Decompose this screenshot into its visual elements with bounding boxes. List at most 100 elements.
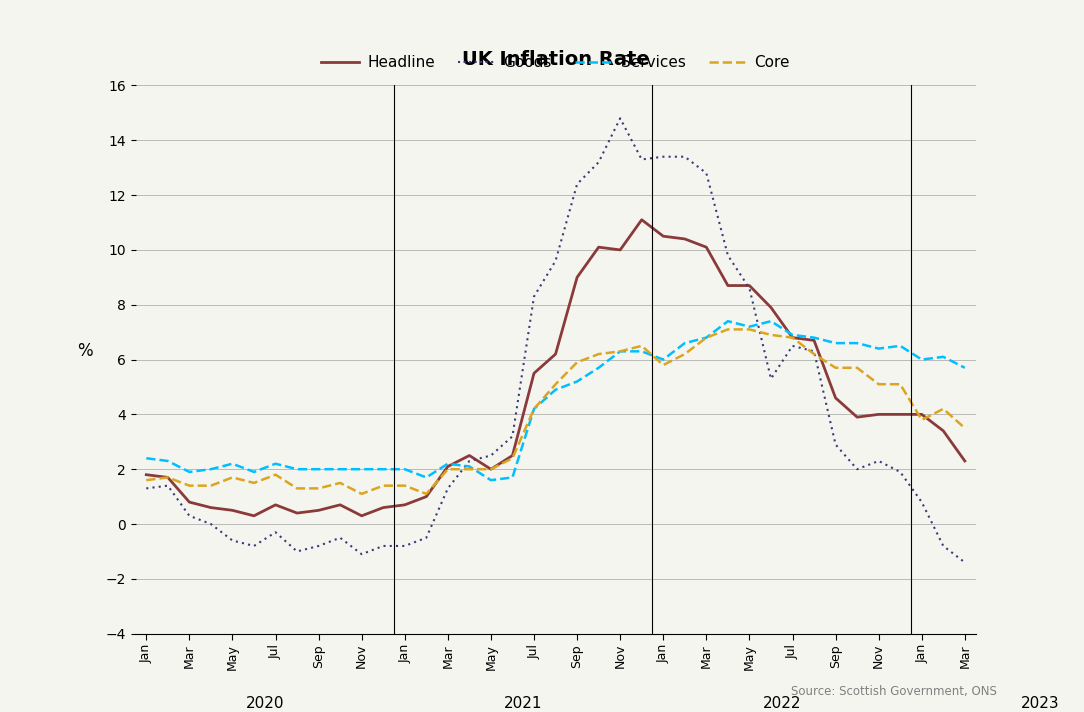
Headline	[743, 281, 756, 290]
Goods	[893, 468, 906, 476]
Services	[162, 456, 175, 465]
Headline	[786, 333, 799, 342]
Goods	[162, 481, 175, 490]
Services	[808, 333, 821, 342]
Line: Core: Core	[146, 330, 965, 494]
Goods	[247, 542, 260, 550]
Core	[506, 454, 519, 463]
Headline	[958, 456, 971, 465]
Core	[873, 380, 886, 389]
Goods	[205, 520, 218, 528]
Headline	[225, 506, 238, 515]
Line: Headline: Headline	[146, 220, 965, 515]
Headline	[205, 503, 218, 512]
Goods	[679, 152, 692, 161]
Core	[829, 364, 842, 372]
Goods	[635, 155, 648, 164]
Headline	[506, 451, 519, 460]
Headline	[873, 410, 886, 419]
Services	[140, 454, 153, 463]
Services	[915, 355, 928, 364]
Headline	[420, 493, 433, 501]
Core	[721, 325, 734, 334]
Services	[873, 345, 886, 353]
Text: 2020: 2020	[245, 696, 284, 711]
Services	[334, 465, 347, 473]
Headline	[356, 511, 369, 520]
Services	[786, 330, 799, 339]
Services	[312, 465, 325, 473]
Headline	[764, 303, 777, 312]
Y-axis label: %: %	[77, 342, 92, 360]
Services	[356, 465, 369, 473]
Headline	[915, 410, 928, 419]
Core	[700, 333, 713, 342]
Goods	[225, 536, 238, 545]
Services	[657, 355, 670, 364]
Core	[614, 347, 627, 355]
Text: 2022: 2022	[762, 696, 801, 711]
Headline	[140, 471, 153, 479]
Services	[679, 339, 692, 347]
Goods	[721, 251, 734, 260]
Goods	[851, 465, 864, 473]
Services	[420, 473, 433, 482]
Core	[657, 361, 670, 370]
Headline	[247, 511, 260, 520]
Services	[183, 468, 196, 476]
Core	[356, 490, 369, 498]
Headline	[937, 426, 950, 435]
Core	[764, 330, 777, 339]
Services	[441, 459, 454, 468]
Goods	[614, 114, 627, 122]
Goods	[463, 456, 476, 465]
Goods	[377, 542, 390, 550]
Headline	[700, 243, 713, 251]
Core	[291, 484, 304, 493]
Core	[334, 478, 347, 487]
Core	[786, 333, 799, 342]
Core	[420, 490, 433, 498]
Services	[485, 476, 498, 484]
Core	[269, 471, 282, 479]
Goods	[312, 542, 325, 550]
Goods	[764, 375, 777, 383]
Core	[463, 465, 476, 473]
Core	[743, 325, 756, 334]
Core	[205, 481, 218, 490]
Services	[528, 404, 541, 413]
Headline	[851, 413, 864, 422]
Services	[764, 317, 777, 325]
Services	[592, 364, 605, 372]
Goods	[334, 533, 347, 542]
Headline	[334, 501, 347, 509]
Services	[721, 317, 734, 325]
Headline	[485, 465, 498, 473]
Services	[937, 352, 950, 361]
Services	[269, 459, 282, 468]
Goods	[506, 432, 519, 441]
Services	[829, 339, 842, 347]
Goods	[485, 451, 498, 460]
Core	[808, 350, 821, 358]
Headline	[291, 509, 304, 518]
Services	[635, 347, 648, 355]
Headline	[592, 243, 605, 251]
Core	[679, 350, 692, 358]
Core	[247, 478, 260, 487]
Goods	[808, 347, 821, 355]
Line: Services: Services	[146, 321, 965, 480]
Services	[893, 342, 906, 350]
Services	[398, 465, 411, 473]
Goods	[441, 484, 454, 493]
Goods	[420, 533, 433, 542]
Goods	[829, 440, 842, 449]
Core	[528, 404, 541, 413]
Goods	[786, 342, 799, 350]
Services	[549, 385, 562, 394]
Core	[958, 424, 971, 432]
Services	[377, 465, 390, 473]
Headline	[398, 501, 411, 509]
Headline	[312, 506, 325, 515]
Line: Goods: Goods	[146, 118, 965, 562]
